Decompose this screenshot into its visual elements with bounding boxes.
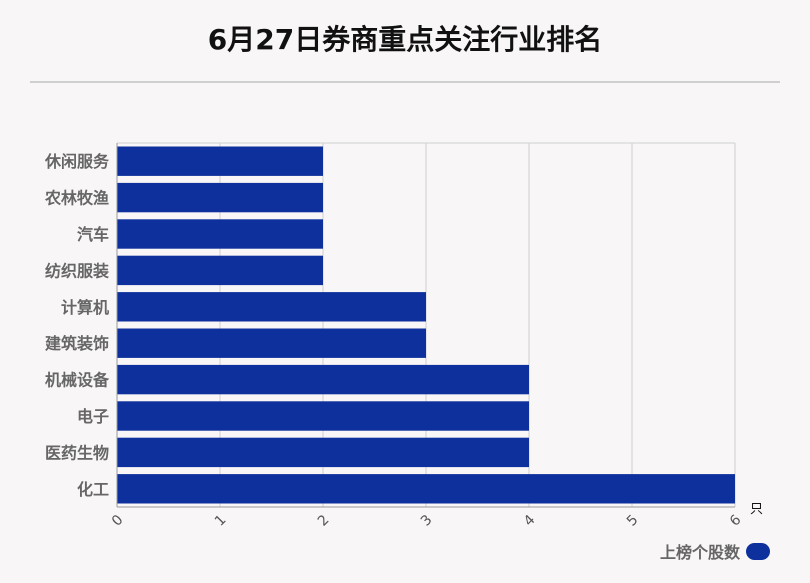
- category-label: 建筑装饰: [45, 334, 109, 353]
- bar: [117, 364, 529, 395]
- category-label: 化工: [77, 480, 109, 499]
- x-tick-label: 6: [727, 512, 745, 530]
- category-label: 汽车: [77, 225, 109, 244]
- bar: [117, 474, 735, 504]
- bar: [117, 255, 323, 286]
- category-label: 电子: [77, 407, 109, 426]
- category-label: 机械设备: [45, 371, 110, 390]
- bar: [117, 328, 426, 358]
- x-axis-unit: 只: [750, 502, 764, 517]
- x-tick-label: 2: [315, 512, 333, 530]
- legend-swatch: [746, 542, 771, 560]
- category-label: 纺织服装: [45, 261, 109, 280]
- chart-title: 6月27日券商重点关注行业排名: [207, 23, 603, 56]
- legend[interactable]: 上榜个股数: [660, 540, 771, 562]
- category-label: 农林牧渔: [44, 189, 109, 208]
- x-tick-label: 1: [212, 512, 230, 530]
- bar: [117, 437, 529, 468]
- category-label: 计算机: [61, 298, 109, 317]
- bar: [117, 219, 323, 249]
- x-tick-label: 0: [109, 512, 127, 530]
- legend-label: 上榜个股数: [660, 543, 741, 562]
- category-label: 休闲服务: [44, 152, 110, 171]
- category-label: 医药生物: [45, 443, 109, 462]
- bar: [117, 182, 323, 213]
- x-tick-label: 3: [418, 512, 436, 530]
- title-divider: [30, 81, 780, 83]
- bar: [117, 401, 529, 431]
- x-tick-label: 4: [521, 512, 539, 530]
- x-tick-label: 5: [624, 512, 642, 530]
- bar: [117, 292, 426, 322]
- bar: [117, 146, 323, 176]
